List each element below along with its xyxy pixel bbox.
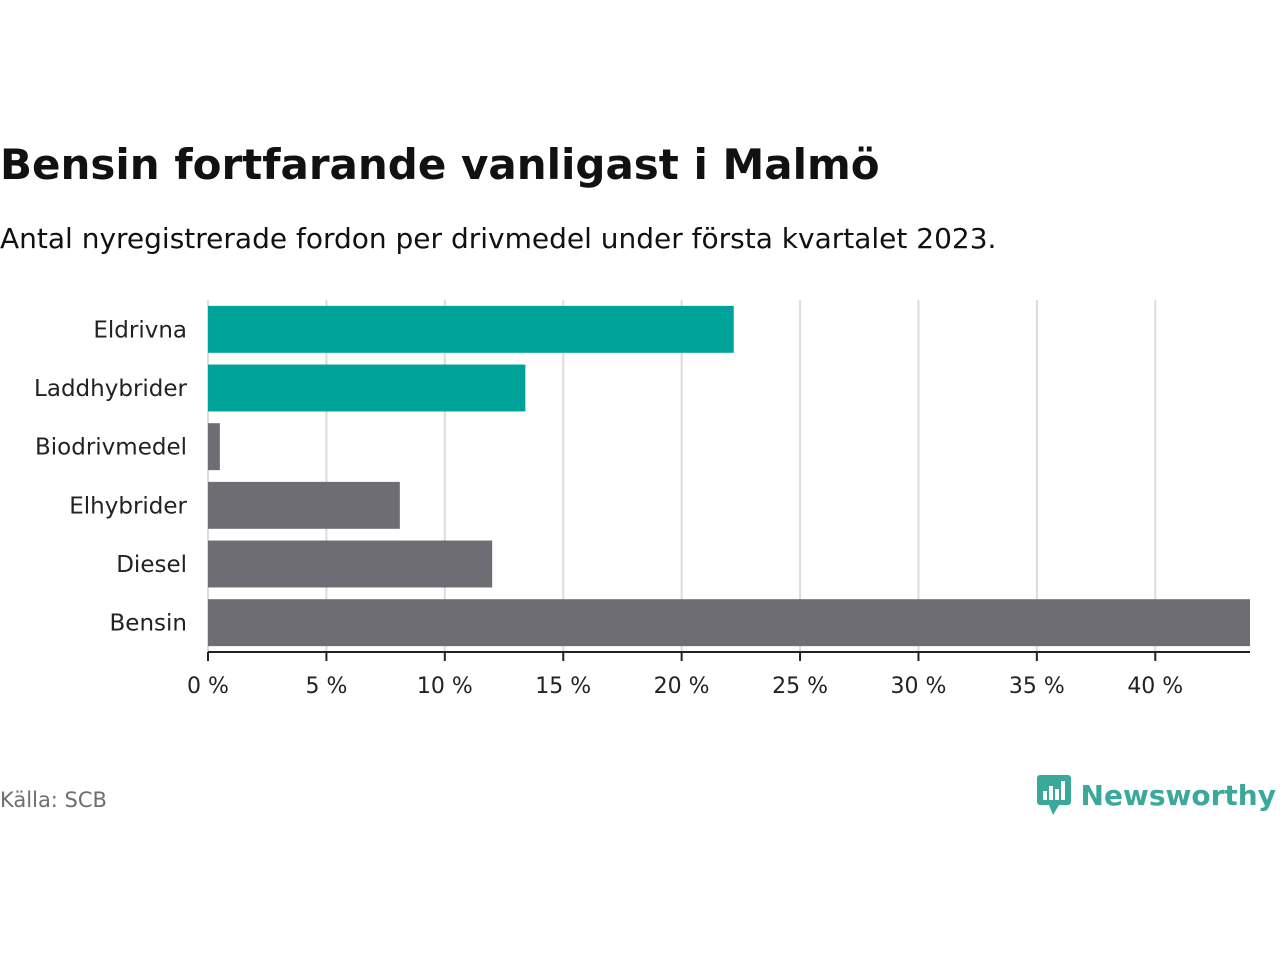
x-tick-label: 5 %	[305, 674, 347, 699]
bar-elhybrider	[208, 481, 400, 529]
bar-biodrivmedel	[208, 423, 220, 471]
category-label: Bensin	[110, 611, 187, 637]
category-label: Eldrivna	[93, 317, 187, 343]
bar-diesel	[208, 540, 493, 588]
x-tick-label: 35 %	[1009, 674, 1065, 699]
brand: Newsworthy	[1036, 772, 1276, 818]
grid-lines	[207, 300, 1157, 652]
chart-title: Bensin fortfarande vanligast i Malmö	[0, 140, 880, 189]
bar-bensin	[208, 599, 1250, 647]
category-label: Diesel	[116, 552, 187, 578]
bar-laddhybrider	[208, 364, 526, 412]
bars	[208, 305, 1250, 647]
category-labels: Eldrivna Laddhybrider Biodrivmedel Elhybrid…	[34, 317, 187, 636]
bar-eldrivna	[208, 305, 734, 353]
x-tick-label: 20 %	[654, 674, 710, 699]
x-tick-label: 30 %	[891, 674, 947, 699]
chart-subtitle: Antal nyregistrerade fordon per drivmede…	[0, 222, 997, 255]
x-tick-label: 40 %	[1127, 674, 1183, 699]
x-tick-label: 25 %	[772, 674, 828, 699]
x-tick-label: 0 %	[187, 674, 229, 699]
x-tick-label: 15 %	[535, 674, 591, 699]
x-axis: 0 % 5 % 10 % 15 % 20 % 25 % 30 % 35 % 40 %	[187, 651, 1250, 699]
category-label: Laddhybrider	[34, 376, 187, 402]
source-note: Källa: SCB	[0, 788, 107, 812]
newsworthy-logo-icon	[1036, 775, 1071, 815]
brand-name: Newsworthy	[1080, 778, 1276, 812]
category-label: Biodrivmedel	[35, 435, 187, 461]
x-tick-label: 10 %	[417, 674, 473, 699]
category-label: Elhybrider	[69, 493, 187, 519]
bar-chart: Eldrivna Laddhybrider Biodrivmedel Elhybrid…	[34, 300, 1250, 699]
